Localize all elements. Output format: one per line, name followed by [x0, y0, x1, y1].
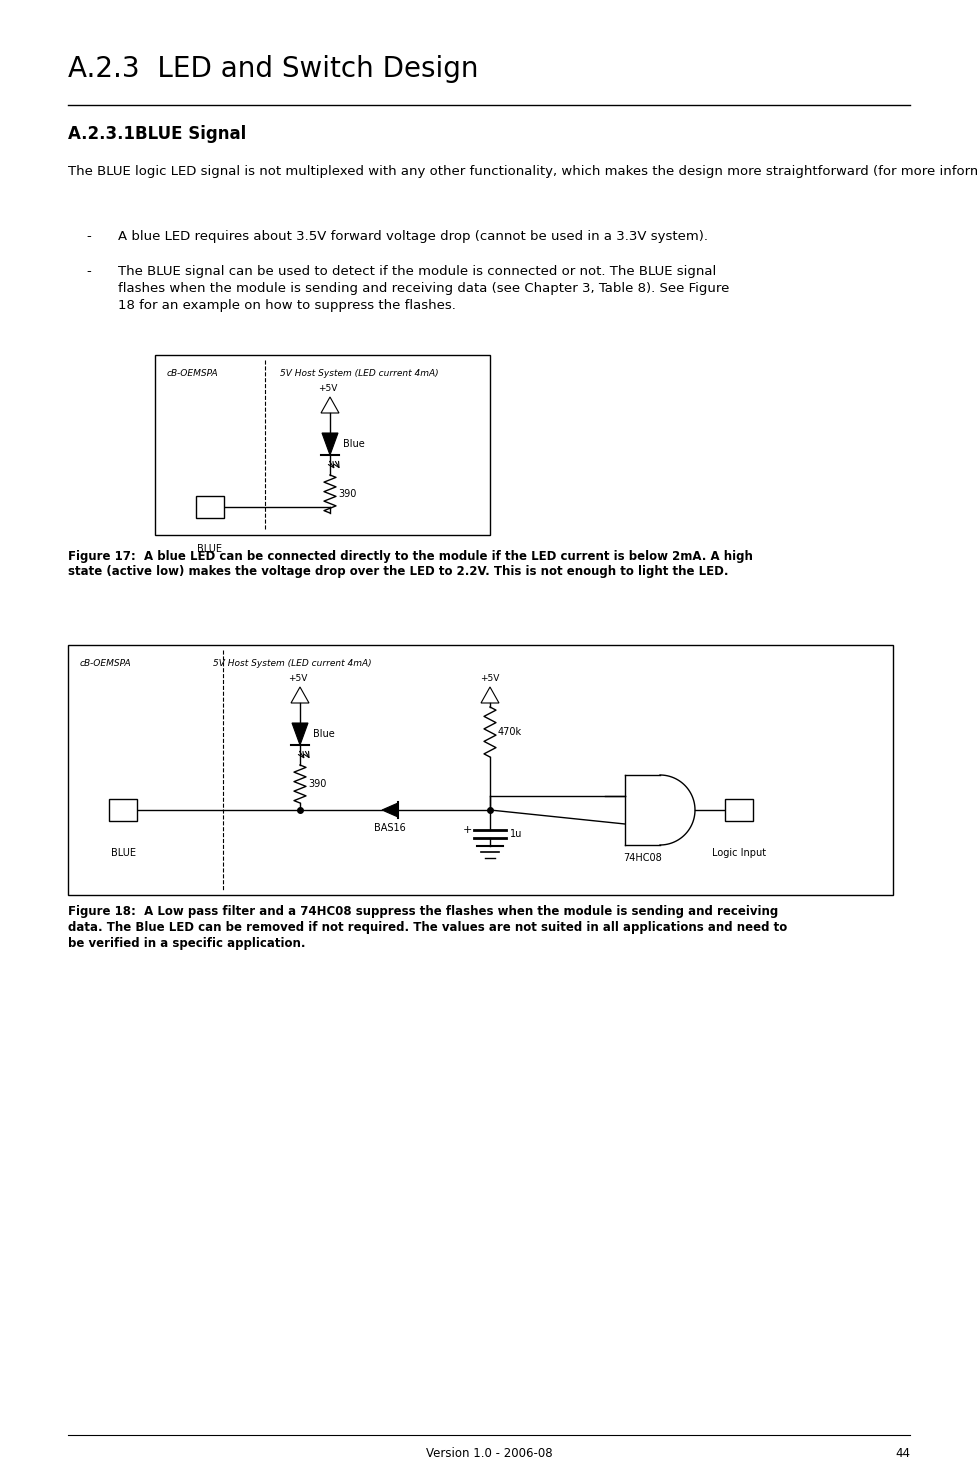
- Bar: [724, 800, 752, 822]
- Text: A.2.3  LED and Switch Design: A.2.3 LED and Switch Design: [68, 54, 478, 84]
- Text: A.2.3.1BLUE Signal: A.2.3.1BLUE Signal: [68, 125, 246, 142]
- Text: Logic Input: Logic Input: [711, 848, 765, 858]
- Text: -: -: [86, 266, 91, 279]
- Text: 390: 390: [338, 489, 356, 499]
- Text: -: -: [86, 230, 91, 244]
- Bar: [108, 800, 137, 822]
- Text: 390: 390: [308, 779, 326, 789]
- Text: BAS16: BAS16: [374, 823, 405, 833]
- Text: Version 1.0 - 2006-08: Version 1.0 - 2006-08: [425, 1446, 552, 1460]
- Text: Figure 18:  A Low pass filter and a 74HC08 suppress the flashes when the module : Figure 18: A Low pass filter and a 74HC0…: [68, 905, 778, 918]
- Text: cB-OEMSPA: cB-OEMSPA: [80, 659, 132, 667]
- Text: Figure 17:  A blue LED can be connected directly to the module if the LED curren: Figure 17: A blue LED can be connected d…: [68, 550, 752, 563]
- Bar: [154, 355, 489, 535]
- Text: A blue LED requires about 3.5V forward voltage drop (cannot be used in a 3.3V sy: A blue LED requires about 3.5V forward v…: [118, 230, 707, 244]
- Bar: [195, 496, 224, 518]
- Text: +5V: +5V: [480, 673, 499, 684]
- Text: Blue: Blue: [313, 729, 334, 739]
- Text: state (active low) makes the voltage drop over the LED to 2.2V. This is not enou: state (active low) makes the voltage dro…: [68, 565, 728, 578]
- Text: 18 for an example on how to suppress the flashes.: 18 for an example on how to suppress the…: [118, 299, 455, 312]
- Text: 44: 44: [894, 1446, 909, 1460]
- Text: +: +: [462, 824, 472, 835]
- Text: 5V Host System (LED current 4mA): 5V Host System (LED current 4mA): [213, 659, 371, 667]
- Text: flashes when the module is sending and receiving data (see Chapter 3, Table 8). : flashes when the module is sending and r…: [118, 282, 729, 295]
- Polygon shape: [292, 723, 308, 745]
- Text: +5V: +5V: [318, 384, 337, 393]
- Polygon shape: [321, 433, 338, 455]
- Text: 74HC08: 74HC08: [622, 852, 661, 863]
- Text: cB-OEMSPA: cB-OEMSPA: [167, 370, 219, 378]
- Text: +5V: +5V: [287, 673, 307, 684]
- Text: Blue: Blue: [343, 439, 364, 449]
- Text: The BLUE logic LED signal is not multiplexed with any other functionality, which: The BLUE logic LED signal is not multipl…: [68, 164, 977, 178]
- Text: 5V Host System (LED current 4mA): 5V Host System (LED current 4mA): [279, 370, 438, 378]
- Text: data. The Blue LED can be removed if not required. The values are not suited in : data. The Blue LED can be removed if not…: [68, 921, 786, 934]
- Text: BLUE: BLUE: [197, 544, 223, 555]
- Bar: [68, 645, 892, 895]
- Text: BLUE: BLUE: [110, 848, 136, 858]
- Text: be verified in a specific application.: be verified in a specific application.: [68, 937, 305, 951]
- Text: 1u: 1u: [509, 829, 522, 839]
- Text: 470k: 470k: [497, 728, 522, 736]
- Polygon shape: [382, 802, 398, 817]
- Text: The BLUE signal can be used to detect if the module is connected or not. The BLU: The BLUE signal can be used to detect if…: [118, 266, 715, 279]
